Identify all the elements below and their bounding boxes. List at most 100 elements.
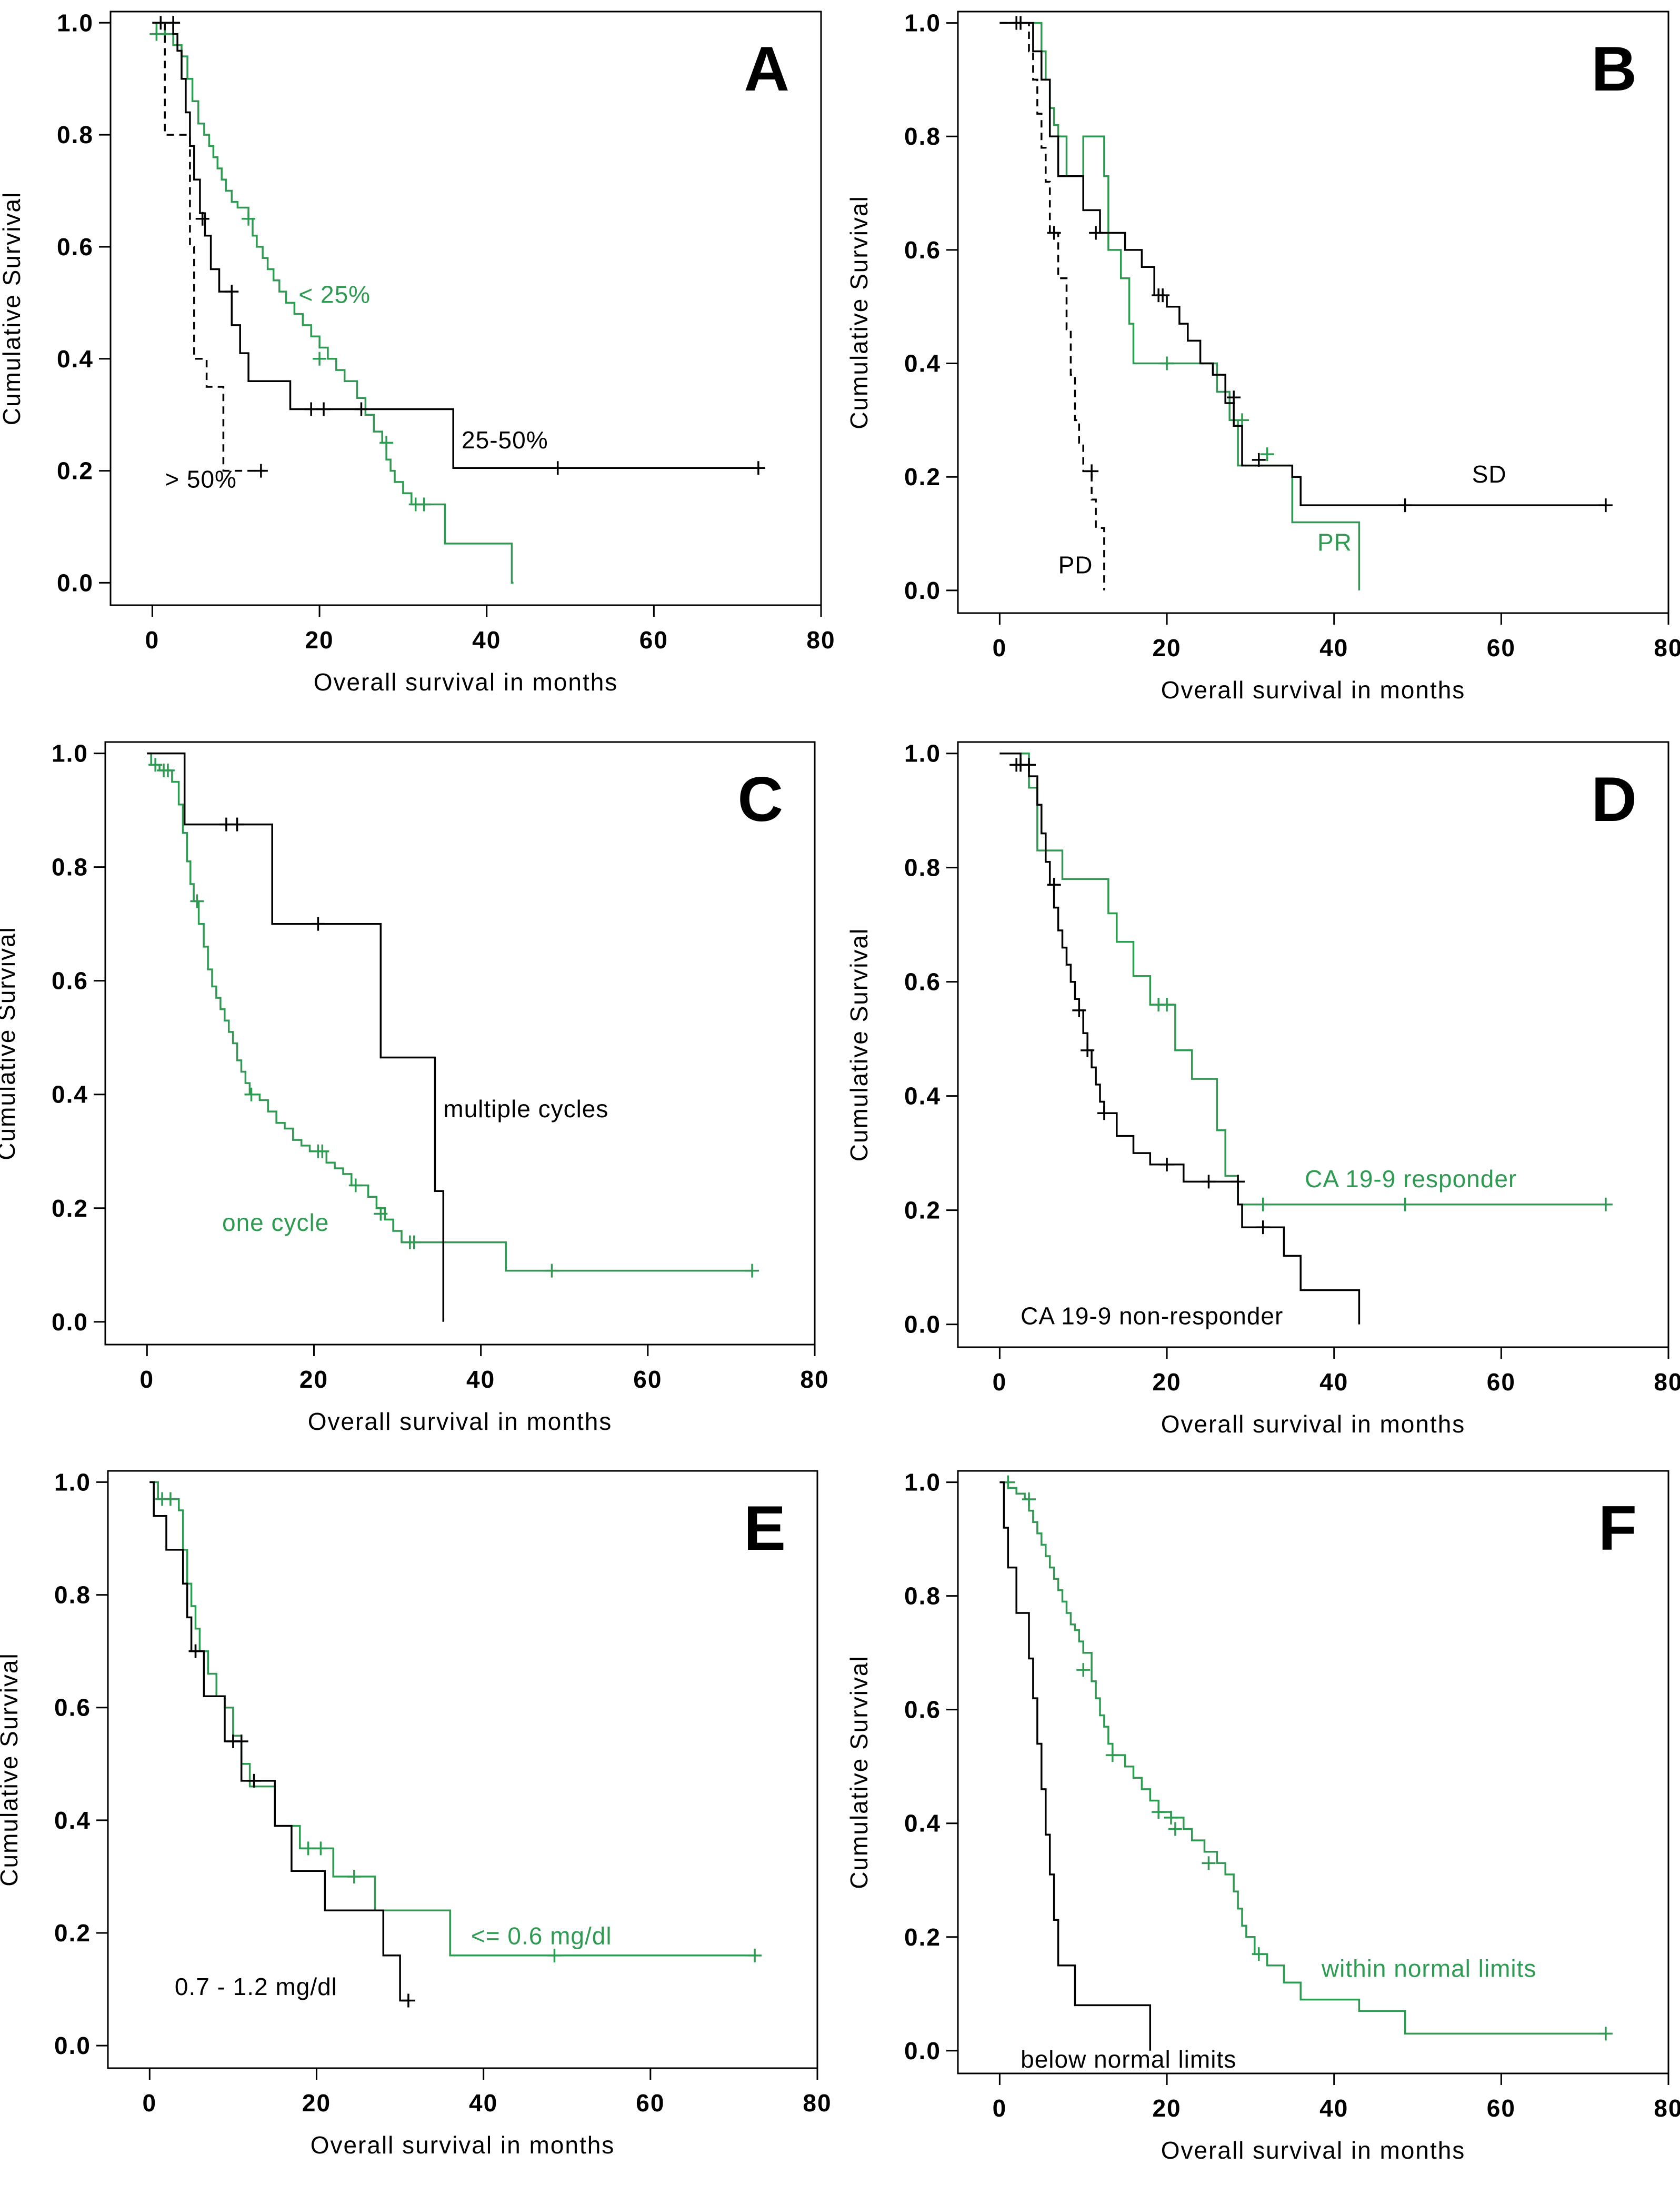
survival-curve-multiple-cycles [147, 752, 445, 1322]
censor-mark [315, 1144, 329, 1158]
censor-mark [254, 464, 268, 478]
y-tick-label: 0.6 [904, 1696, 941, 1723]
plot-frame [957, 741, 1669, 1348]
x-tick-label: 60 [636, 2089, 665, 2117]
curve-label: > 50% [165, 466, 237, 493]
y-tick-label: 0.6 [57, 233, 94, 260]
plot-frame [957, 11, 1669, 614]
censor-mark [354, 402, 368, 416]
x-tick-label: 80 [1654, 634, 1680, 661]
panel-letter: A [744, 34, 789, 104]
x-tick-label: 40 [1319, 634, 1348, 661]
survival-curve-0-7-1-2-mg-dl [149, 1481, 408, 2002]
censor-mark [1231, 1175, 1245, 1189]
curve-label: <= 0.6 mg/dl [471, 1922, 612, 1949]
x-tick-label: 20 [1152, 1368, 1181, 1396]
y-tick-label: 1.0 [57, 9, 94, 36]
y-tick-label: 0.2 [904, 1923, 941, 1951]
y-axis-title: Cumulative Survival [0, 1652, 23, 1886]
censor-mark [195, 212, 209, 226]
curve-label: 25-50% [462, 426, 548, 454]
panel-c: 0 20 40 60 80 0.0 0.2 0.4 0.6 0.8 1.0 Overall survi… [0, 740, 829, 1435]
y-tick-label: 0.4 [904, 1083, 941, 1110]
plot-frame [104, 741, 816, 1346]
y-axis-title: Cumulative Survival [845, 928, 873, 1161]
censor-mark [304, 402, 318, 416]
panel-letter: C [737, 764, 783, 835]
panel-letter: D [1591, 764, 1637, 835]
y-tick-label: 0.8 [904, 854, 941, 881]
censor-mark [1598, 498, 1613, 513]
x-axis-title: Overall survival in months [314, 668, 618, 696]
y-tick-label: 0.0 [904, 2037, 941, 2064]
x-tick-label: 20 [1152, 2094, 1181, 2122]
censor-mark [1152, 1805, 1166, 1819]
censor-mark [1160, 998, 1174, 1012]
y-tick-label: 0.6 [52, 967, 88, 995]
survival-curve-25 [152, 22, 514, 584]
y-tick-label: 0.0 [52, 1308, 88, 1336]
censor-mark [247, 1773, 261, 1788]
y-tick-label: 1.0 [54, 1468, 91, 1496]
x-axis-title: Overall survival in months [308, 1408, 613, 1435]
y-tick-label: 0.8 [904, 1582, 941, 1610]
censor-mark [401, 1993, 415, 2008]
curve-label: one cycle [222, 1209, 329, 1236]
x-tick-label: 40 [1319, 2094, 1348, 2122]
y-tick-label: 0.2 [57, 457, 94, 485]
curve-label: within normal limits [1321, 1955, 1537, 1982]
x-tick-label: 80 [800, 1366, 829, 1393]
censor-mark [314, 1841, 328, 1856]
y-tick-label: 0.4 [904, 350, 941, 377]
y-tick-label: 0.0 [904, 577, 941, 604]
plot-frame [109, 11, 822, 606]
x-tick-label: 0 [142, 2089, 157, 2117]
censor-mark [163, 1492, 177, 1506]
panel-b: 0 20 40 60 80 0.0 0.2 0.4 0.6 0.8 1.0 Overall survi… [845, 9, 1680, 704]
censor-mark [1105, 1748, 1119, 1762]
censor-mark [317, 402, 331, 416]
censor-mark [1072, 1003, 1086, 1017]
censor-mark [1256, 1220, 1270, 1235]
censor-mark [234, 1734, 248, 1748]
x-axis-title: Overall survival in months [311, 2131, 615, 2159]
panel-f: 0 20 40 60 80 0.0 0.2 0.4 0.6 0.8 1.0 Overall survi… [845, 1469, 1680, 2164]
censor-mark [161, 764, 175, 778]
y-tick-label: 0.0 [904, 1311, 941, 1338]
censor-mark [347, 1869, 361, 1883]
x-tick-label: 40 [472, 626, 501, 654]
y-tick-label: 0.0 [54, 2032, 91, 2059]
censor-mark [1097, 1106, 1111, 1120]
censor-mark [417, 497, 431, 512]
curve-label: multiple cycles [443, 1095, 608, 1122]
panel-letter: B [1591, 34, 1637, 104]
x-tick-label: 0 [993, 1368, 1007, 1396]
y-axis-title: Cumulative Survival [845, 195, 873, 429]
censor-mark [1164, 1810, 1178, 1825]
survival-curve-ca-19-9-non-responder [999, 752, 1361, 1325]
censor-mark [745, 1264, 759, 1278]
censor-mark [1089, 226, 1103, 240]
x-axis-title: Overall survival in months [1161, 1410, 1466, 1438]
censor-mark [1081, 1043, 1095, 1057]
censor-mark [1076, 1663, 1091, 1677]
x-tick-label: 0 [993, 634, 1007, 661]
x-tick-label: 60 [1487, 1368, 1516, 1396]
censor-mark [547, 1948, 562, 1962]
censor-mark [751, 461, 765, 475]
censor-mark [551, 461, 565, 475]
y-tick-label: 0.8 [54, 1581, 91, 1609]
curve-label: CA 19-9 responder [1305, 1165, 1517, 1192]
censor-mark [190, 894, 204, 908]
y-axis-title: Cumulative Survival [0, 926, 20, 1160]
survival-curve-0-6-mg-dl [149, 1481, 755, 1957]
censor-mark [1047, 878, 1061, 892]
censor-mark [1047, 226, 1061, 240]
censor-mark [225, 285, 239, 299]
censor-mark [1260, 447, 1274, 462]
y-tick-label: 0.4 [54, 1807, 91, 1834]
x-tick-label: 80 [806, 626, 835, 654]
censor-mark [1256, 1197, 1270, 1211]
censor-mark [1398, 498, 1412, 513]
censor-mark [1156, 288, 1170, 303]
